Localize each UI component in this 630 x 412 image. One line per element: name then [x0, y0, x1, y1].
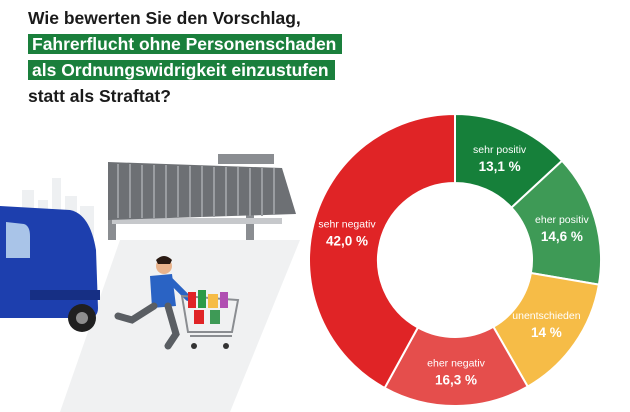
donut-slices: [308, 112, 602, 407]
slice-label-eher-positiv: eher positiv: [535, 214, 589, 226]
title-line-3-highlight: als Ordnungswidrigkeit einzustufen: [28, 60, 335, 80]
slice-label-sehr-positiv: sehr positiv: [473, 144, 527, 156]
title-line-1: Wie bewerten Sie den Vorschlag,: [28, 8, 301, 28]
slice-value-sehr-negativ: 42,0 %: [326, 233, 368, 248]
slice-value-unentschieden: 14 %: [531, 325, 562, 340]
running-person: [114, 256, 191, 350]
slice-labels: sehr positiv 13,1 % eher positiv 14,6 % unen…: [318, 144, 589, 388]
slice-value-eher-positiv: 14,6 %: [541, 229, 583, 244]
supermarket-building: [108, 154, 296, 240]
road: [60, 240, 300, 412]
slice-sehr-negativ: [308, 112, 456, 390]
title-line-2-highlight: Fahrerflucht ohne Personenschaden: [28, 34, 343, 54]
donut-chart: sehr positiv 13,1 % eher positiv 14,6 % unen…: [308, 112, 602, 407]
slice-label-eher-negativ: eher negativ: [427, 357, 486, 369]
title-line-4: statt als Straftat?: [28, 86, 171, 106]
shopping-cart: [180, 290, 240, 349]
hit-and-run-illustration: [0, 154, 300, 412]
slice-value-eher-negativ: 16,3 %: [435, 372, 477, 387]
blue-van: [0, 206, 100, 332]
slice-label-unentschieden: unentschieden: [512, 310, 580, 322]
slice-value-sehr-positiv: 13,1 %: [479, 159, 521, 174]
chart-title: Wie bewerten Sie den Vorschlag, Fahrerfl…: [28, 8, 343, 112]
slice-label-sehr-negativ: sehr negativ: [318, 218, 376, 230]
